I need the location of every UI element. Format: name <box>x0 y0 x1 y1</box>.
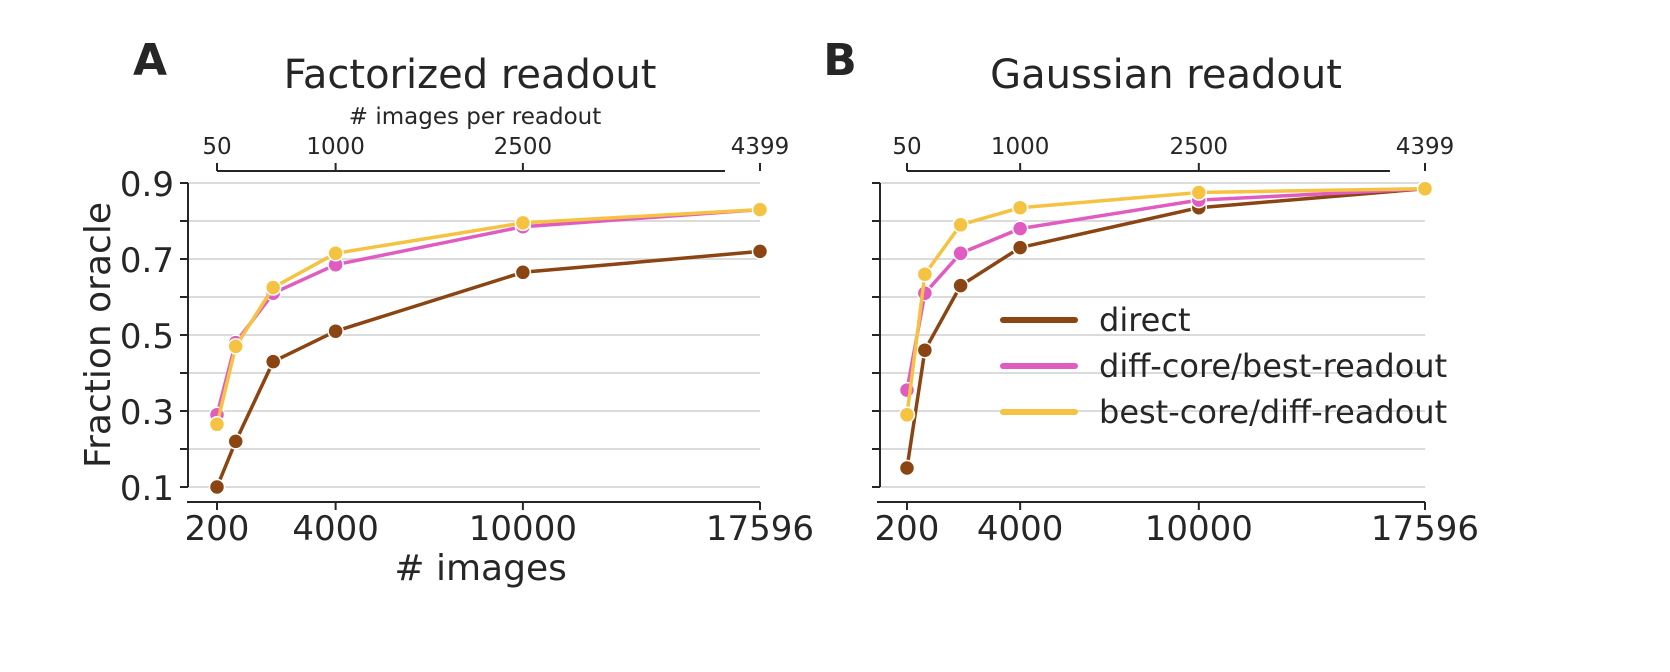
top-axis-label: # images per readout <box>349 104 602 130</box>
series-point <box>264 353 282 370</box>
series-point <box>327 245 344 262</box>
panel-label: B <box>823 35 857 86</box>
series-point <box>952 245 969 262</box>
series-point <box>1190 184 1208 201</box>
x-axis-label: # images <box>394 548 567 589</box>
series-point <box>327 322 344 340</box>
panel-label: A <box>133 35 167 86</box>
series-point <box>514 264 532 281</box>
top-tick-label: 50 <box>202 134 231 160</box>
series-point <box>1011 239 1029 256</box>
series-line-2 <box>905 186 1426 416</box>
top-tick-label: 4399 <box>731 134 790 160</box>
chart-title: Gaussian readout <box>990 52 1342 98</box>
series-point <box>952 216 969 234</box>
y-tick-label: 0.5 <box>120 317 174 357</box>
top-tick-label: 1000 <box>306 134 365 160</box>
series-point <box>1011 220 1029 237</box>
y-tick-label: 0.1 <box>120 469 174 509</box>
series-point <box>916 265 934 283</box>
legend-label: best-core/diff-readout <box>1099 393 1447 431</box>
series-point <box>1416 180 1434 197</box>
series-point <box>751 201 769 218</box>
series-line-2 <box>215 207 761 425</box>
x-tick-label: 17596 <box>706 509 814 549</box>
x-tick-label: 17596 <box>1371 509 1479 549</box>
x-tick-label: 4000 <box>292 509 379 549</box>
y-tick-label: 0.3 <box>120 393 174 433</box>
legend-label: direct <box>1099 301 1190 339</box>
top-tick-label: 50 <box>892 134 921 160</box>
series-point <box>1011 199 1029 216</box>
series-point <box>898 406 916 424</box>
y-axis-label: Fraction oracle <box>78 202 119 468</box>
legend-label: diff-core/best-readout <box>1099 347 1447 385</box>
top-tick-label: 2500 <box>494 134 553 160</box>
series-line-0 <box>905 186 1426 469</box>
y-tick-label: 0.9 <box>120 165 174 205</box>
series-point <box>264 279 282 296</box>
series-point <box>208 478 226 496</box>
x-tick-label: 200 <box>875 509 940 549</box>
series-point <box>227 338 244 355</box>
x-tick-label: 4000 <box>977 509 1064 549</box>
panel-a: A Factorized readout # images per readout 0… <box>78 35 814 589</box>
series-point <box>916 341 934 359</box>
series-point <box>898 459 916 477</box>
series-line-1 <box>215 207 761 416</box>
y-tick-label: 0.7 <box>120 241 174 281</box>
panel-b: B Gaussian readout 200 4000 10000 17596 50 1000… <box>823 35 1479 549</box>
series-point <box>227 433 244 450</box>
top-tick-label: 4399 <box>1396 134 1455 160</box>
series-point <box>208 416 226 433</box>
legend: direct diff-core/best-readout best-core/di… <box>1000 301 1447 431</box>
x-tick-label: 10000 <box>469 509 577 549</box>
top-tick-label: 1000 <box>991 134 1050 160</box>
series-line-0 <box>215 249 761 488</box>
x-tick-label: 200 <box>185 509 250 549</box>
x-tick-label: 10000 <box>1145 509 1253 549</box>
series-point <box>952 277 969 294</box>
chart-title: Factorized readout <box>284 52 657 98</box>
series-point <box>514 214 532 232</box>
top-tick-label: 2500 <box>1170 134 1229 160</box>
series-point <box>751 243 769 260</box>
